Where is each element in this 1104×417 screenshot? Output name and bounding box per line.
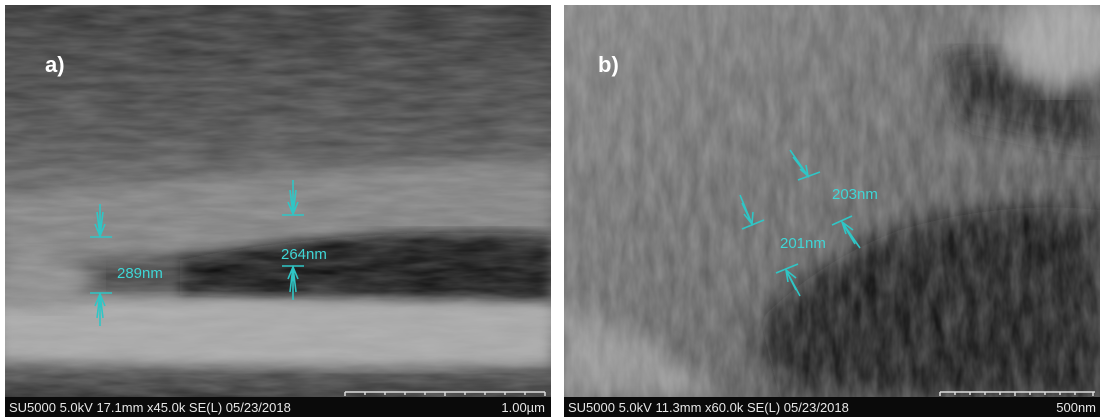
- figure: a) 289nm 264nm SU5000 5.0kV 17.1mm x45.0…: [0, 0, 1104, 417]
- measurement: 201nm: [780, 235, 826, 252]
- measurement: 289nm: [117, 265, 163, 282]
- footer-info: SU5000 5.0kV 11.3mm x60.0k SE(L) 05/23/2…: [568, 400, 849, 415]
- measurement: 264nm: [281, 246, 327, 263]
- measurement: 203nm: [832, 186, 878, 203]
- scale-bar-label: 1.00µm: [501, 400, 545, 415]
- page: a) 289nm 264nm SU5000 5.0kV 17.1mm x45.0…: [0, 0, 1104, 417]
- panel-b: b) 203nm 201nm SU5000 5.0kV 11.3mm x60.0…: [564, 0, 1104, 417]
- panel-a: a) 289nm 264nm SU5000 5.0kV 17.1mm x45.0…: [0, 5, 551, 417]
- panel-label: b): [598, 52, 619, 77]
- footer-info: SU5000 5.0kV 17.1mm x45.0k SE(L) 05/23/2…: [9, 400, 291, 415]
- sem-image-a: [0, 5, 551, 397]
- panel-label: a): [45, 52, 65, 77]
- scale-bar-label: 500nm: [1056, 400, 1096, 415]
